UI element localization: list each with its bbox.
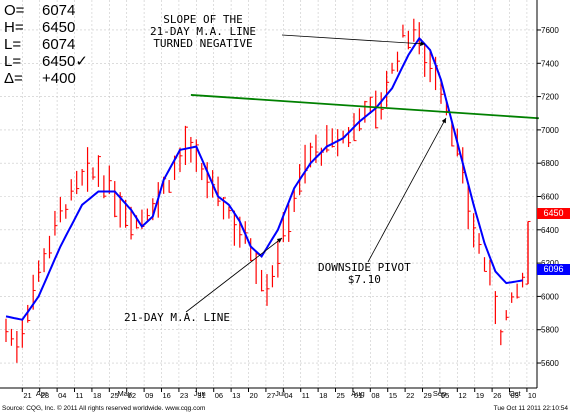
y-tick-label: 5800 [541, 326, 559, 335]
ohlc-value: 6450 [42, 19, 76, 36]
month-label: May [117, 389, 131, 398]
x-tick-label: 20 [250, 391, 258, 400]
x-tick-label: 16 [163, 391, 171, 400]
month-label: Sep [433, 389, 446, 398]
x-tick-label: 06 [215, 391, 223, 400]
x-tick-label: 02 [128, 391, 136, 400]
arrow-ma [185, 237, 283, 313]
x-tick-label: 11 [76, 391, 84, 400]
x-tick-label: 11 [302, 391, 310, 400]
x-tick-label: 18 [319, 391, 327, 400]
x-tick-label: 15 [389, 391, 397, 400]
x-tick-label: 27 [267, 391, 275, 400]
grid-lines [0, 0, 537, 388]
ohlc-row-low: L= 6074 [4, 36, 88, 53]
timestamp: Tue Oct 11 2011 22:10:54 [493, 405, 568, 412]
x-tick-label: 18 [93, 391, 101, 400]
y-tick-label: 6400 [541, 226, 559, 235]
x-tick-label: 19 [476, 391, 484, 400]
x-tick-label: 12 [458, 391, 466, 400]
x-tick-label: 09 [145, 391, 153, 400]
ohlc-label: O= [4, 2, 25, 19]
x-tick-label: 26 [493, 391, 501, 400]
ohlc-row-high: H= 6450 [4, 19, 88, 36]
ohlc-value: 6450✓ [42, 53, 88, 70]
month-label: Jul [275, 389, 285, 398]
y-axis: 5600 5800 6000 6200 6400 6600 6800 7000 7200 7400… [537, 26, 559, 368]
x-tick-label: 22 [406, 391, 414, 400]
ohlc-row-change: Δ= +400 [4, 70, 88, 87]
x-tick-label: 03 [511, 391, 519, 400]
ma-price-tag: 6096 [537, 264, 570, 275]
x-tick-label: 25 [110, 391, 118, 400]
ohlc-label: Δ= [4, 70, 23, 87]
y-tick-label: 5600 [541, 359, 559, 368]
month-label: Apr [36, 389, 48, 398]
x-tick-label: 13 [232, 391, 240, 400]
ohlc-label: L= [4, 36, 22, 53]
x-tick-label: 04 [58, 391, 66, 400]
x-tick-label: 28 [41, 391, 49, 400]
ohlc-label: L= [4, 53, 22, 70]
ohlc-value: 6074 [42, 36, 76, 53]
arrow-pivot [367, 117, 447, 263]
y-tick-label: 7000 [541, 126, 559, 135]
y-tick-label: 6000 [541, 292, 559, 301]
x-tick-label: 04 [284, 391, 292, 400]
ohlc-value: +400 [42, 70, 76, 87]
month-label: Jun [194, 389, 206, 398]
month-label: Aug [351, 389, 364, 398]
y-tick-label: 7400 [541, 59, 559, 68]
x-axis: 21 28 04 11 18 25 02 09 16 23 31 06 13 20 27 04 11 18 25 01… [21, 388, 536, 400]
y-tick-label: 6800 [541, 159, 559, 168]
ohlc-row-open: O= 6074 [4, 2, 88, 19]
x-tick-label: 31 [197, 391, 205, 400]
annotation-arrows [185, 34, 447, 313]
x-tick-label: 08 [371, 391, 379, 400]
annotation-ma-label: 21-DAY M.A. LINE [124, 311, 230, 324]
x-tick-label: 29 [424, 391, 432, 400]
last-price-tag: 6450 [537, 208, 570, 219]
y-tick-label: 7200 [541, 93, 559, 102]
x-tick-label: 01 [354, 391, 362, 400]
ohlc-readout: O= 6074 H= 6450 L= 6074 L= 6450✓ Δ= +400 [4, 2, 88, 87]
ohlc-row-last: L= 6450✓ [4, 53, 88, 70]
month-label: Oct [509, 389, 522, 398]
x-tick-label: 25 [337, 391, 345, 400]
trendline-line [190, 94, 539, 120]
source-credit: Source: CQG, Inc. © 2011 All rights rese… [2, 405, 206, 412]
annotation-slope: SLOPE OF THE 21-DAY M.A. LINE TURNED NEG… [150, 13, 256, 50]
x-tick-label: 21 [23, 391, 31, 400]
plot-area [0, 0, 537, 388]
y-tick-label: 7600 [541, 26, 559, 35]
ohlc-value: 6074 [42, 2, 76, 19]
y-tick-label: 6600 [541, 192, 559, 201]
x-tick-label: 23 [180, 391, 188, 400]
arrow-slope [281, 34, 426, 47]
y-tick-label: 6200 [541, 259, 559, 268]
x-tick-label: 05 [441, 391, 449, 400]
annotation-pivot: DOWNSIDE PIVOT $7.10 [318, 261, 411, 286]
x-tick-label: 10 [528, 391, 536, 400]
trendline [190, 94, 539, 120]
ohlc-label: H= [4, 19, 24, 36]
